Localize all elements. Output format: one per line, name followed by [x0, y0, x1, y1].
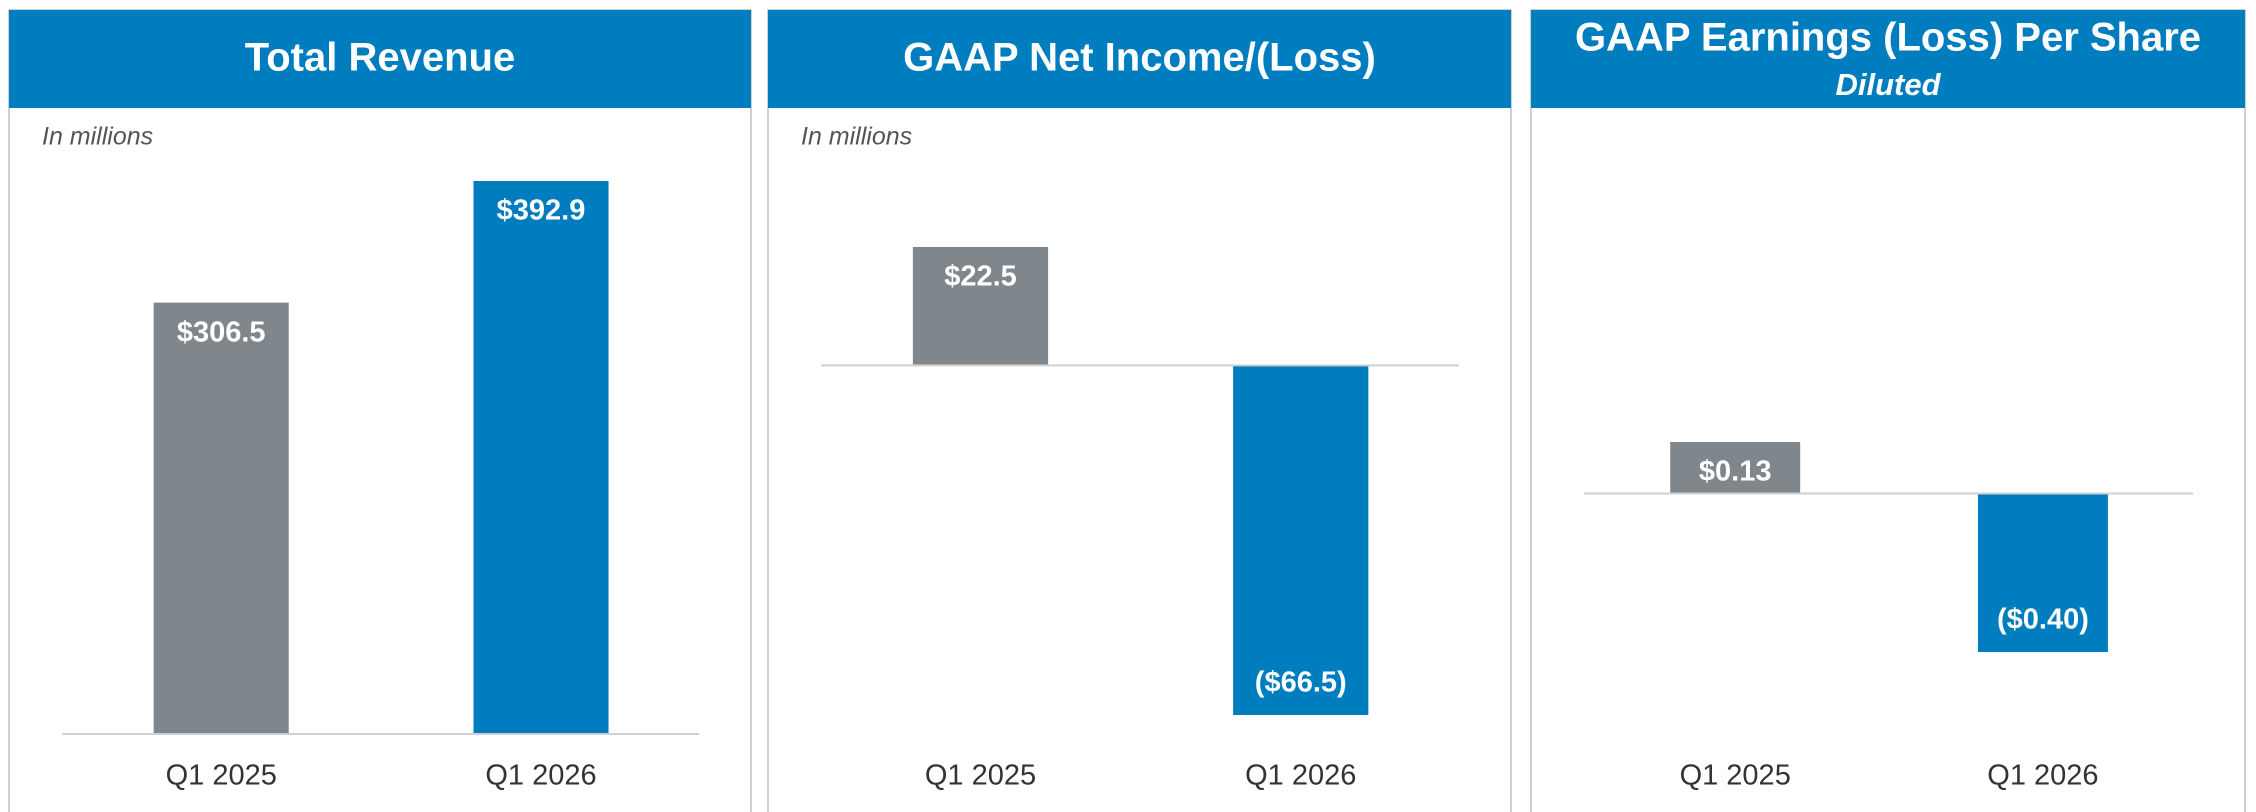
category-label: Q1 2025 — [166, 760, 277, 792]
unit-note: In millions — [801, 123, 912, 151]
panel-header — [9, 10, 751, 108]
panel-border — [8, 9, 752, 812]
value-label: $22.5 — [944, 261, 1017, 293]
panel-subtitle: Diluted — [1835, 67, 1941, 102]
bar — [912, 247, 1049, 366]
panel-border — [1530, 9, 2246, 812]
panel-header — [1531, 10, 2245, 108]
value-label: $306.5 — [177, 316, 266, 348]
bar — [1670, 442, 1801, 494]
value-label: $392.9 — [497, 195, 586, 227]
value-label: ($66.5) — [1255, 667, 1347, 699]
bar — [1233, 365, 1369, 715]
panel-border — [767, 9, 1512, 812]
category-label: Q1 2025 — [925, 760, 1036, 792]
bar — [1977, 493, 2108, 652]
bar — [153, 302, 289, 734]
category-label: Q1 2025 — [1680, 760, 1791, 792]
panel-title: GAAP Earnings (Loss) Per Share — [1575, 16, 2201, 60]
panel-header — [768, 10, 1511, 108]
unit-note: In millions — [42, 123, 153, 151]
value-label: $0.13 — [1699, 456, 1772, 488]
category-label: Q1 2026 — [1987, 760, 2098, 792]
panel-title: GAAP Net Income/(Loss) — [903, 36, 1376, 80]
category-label: Q1 2026 — [485, 760, 596, 792]
category-label: Q1 2026 — [1245, 760, 1356, 792]
panel-title: Total Revenue — [245, 36, 515, 80]
bar — [473, 181, 609, 734]
value-label: ($0.40) — [1997, 604, 2089, 636]
